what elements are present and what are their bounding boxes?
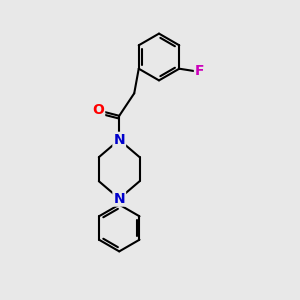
Text: O: O [92,103,104,117]
Text: N: N [113,133,125,147]
Text: N: N [113,192,125,206]
Text: F: F [195,64,204,78]
